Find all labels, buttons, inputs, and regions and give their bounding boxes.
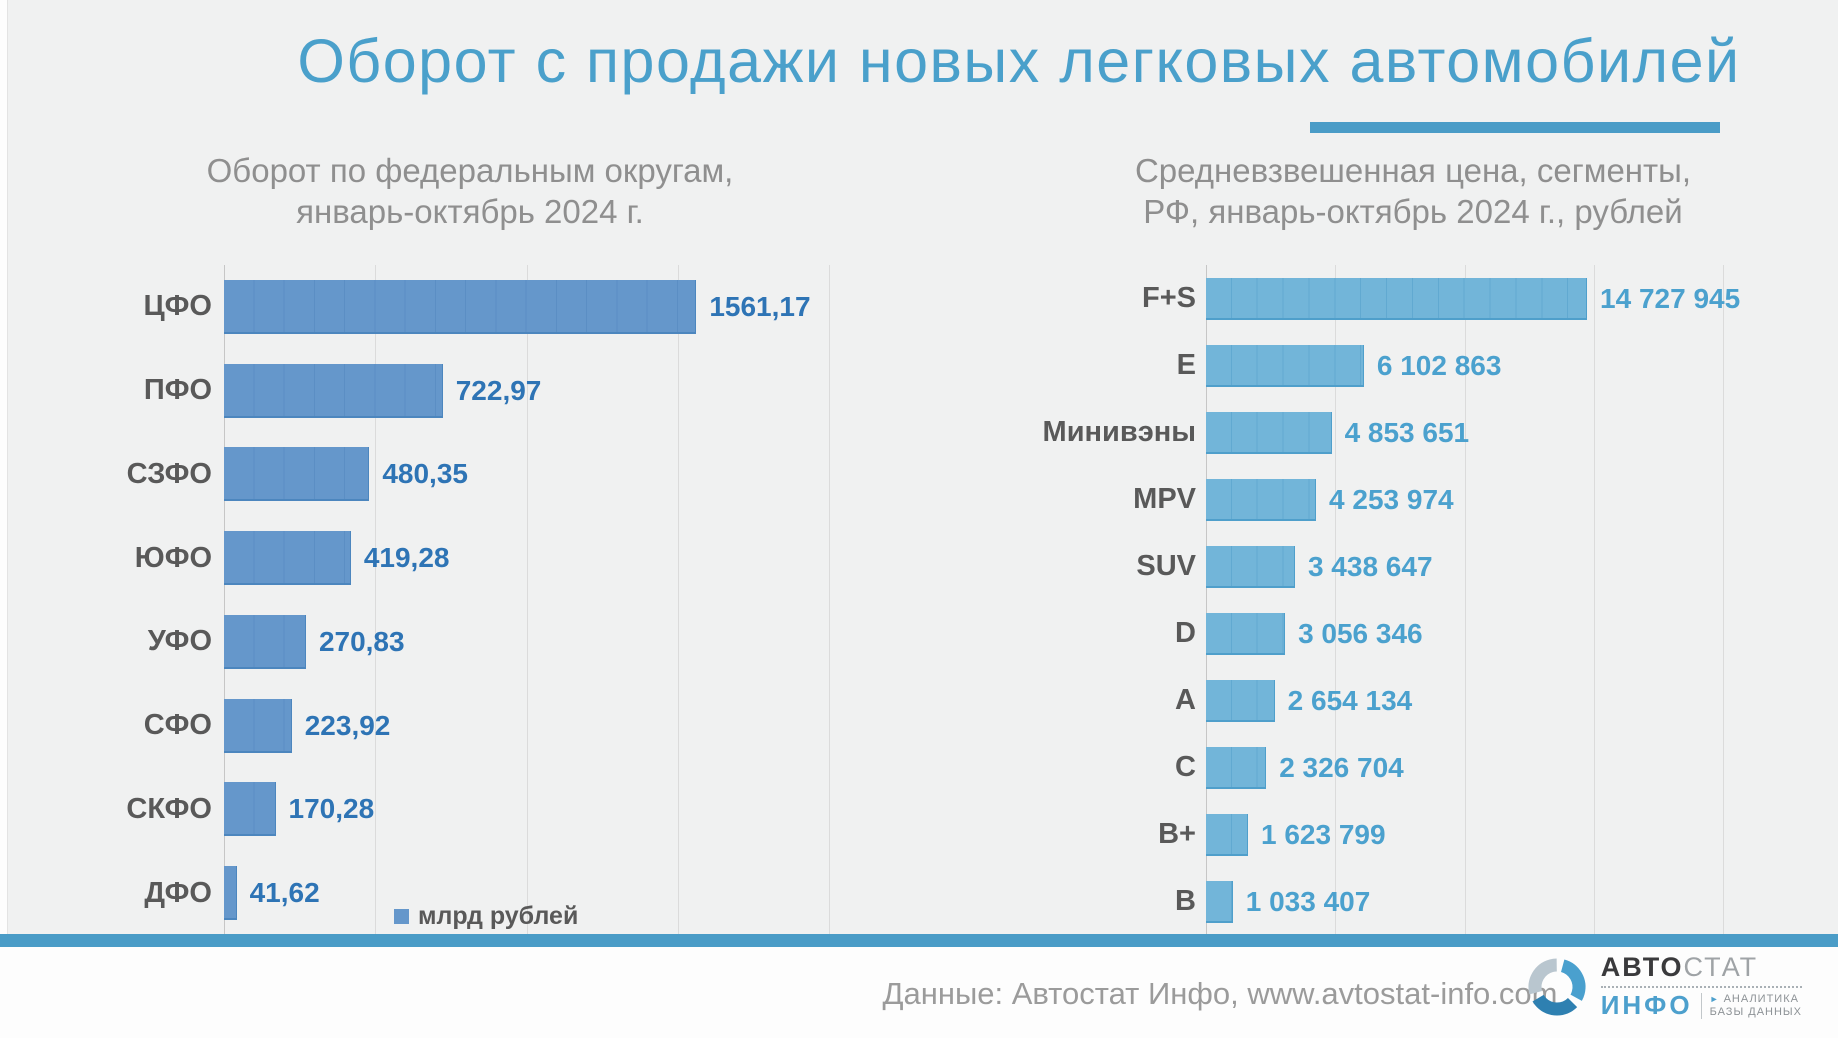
logo-info: ИНФО — [1600, 990, 1693, 1020]
logo-triangle-icon: ► — [1709, 993, 1720, 1004]
bar — [1206, 277, 1588, 320]
bar — [1206, 813, 1248, 856]
bottom-divider-bar — [0, 934, 1838, 947]
bar — [224, 698, 292, 753]
bar — [224, 866, 237, 921]
bar — [224, 363, 443, 418]
bar — [1206, 411, 1332, 454]
bar — [1206, 746, 1267, 789]
category-label: E — [1176, 349, 1196, 381]
bar — [1206, 478, 1317, 521]
left-chart-legend: млрд рублей — [394, 902, 578, 931]
value-label: 2 654 134 — [1287, 684, 1413, 716]
category-label: СКФО — [126, 792, 212, 825]
logo-tagline-line1: ► АНАЛИТИКА — [1710, 993, 1802, 1006]
left-chart-plot-area: 1561,17 722,97 480,35 419,28 270,83 223,92 170… — [224, 265, 935, 942]
category-label: MPV — [1133, 483, 1196, 515]
bar — [1206, 880, 1233, 923]
gridline — [1335, 265, 1337, 935]
bar — [1206, 344, 1364, 387]
category-label: B — [1175, 885, 1196, 917]
category-label: B+ — [1158, 818, 1196, 850]
category-label: SUV — [1136, 550, 1196, 582]
value-label: 14 727 945 — [1600, 282, 1741, 314]
category-label: СЗФО — [126, 457, 212, 490]
left-chart-title: Оборот по федеральным округам, январь-ок… — [60, 150, 880, 232]
logo-tagline-line2: БАЗЫ ДАННЫХ — [1709, 1005, 1802, 1018]
value-label: 3 438 647 — [1307, 550, 1433, 582]
legend-label: млрд рублей — [418, 902, 579, 930]
logo-brand-bottom: ИНФО ► АНАЛИТИКА БАЗЫ ДАННЫХ — [1601, 990, 1802, 1021]
left-chart-title-line1: Оборот по федеральным округам, — [206, 152, 734, 189]
gridline — [375, 265, 377, 935]
category-label: C — [1175, 751, 1196, 783]
value-label: 722,97 — [455, 374, 542, 406]
value-axis-line — [224, 265, 225, 935]
logo-vertical-divider — [1700, 992, 1702, 1019]
gridline — [1464, 265, 1466, 935]
logo-stat: СТАТ — [1683, 952, 1759, 982]
value-label: 419,28 — [363, 542, 450, 574]
value-label: 6 102 863 — [1376, 349, 1502, 381]
category-label: ПФО — [143, 374, 212, 407]
logo-swirl-icon — [1528, 958, 1586, 1015]
logo-avto: АВТО — [1600, 952, 1684, 982]
logo-dotted-divider — [1600, 986, 1802, 988]
category-label: СФО — [143, 709, 212, 742]
left-chart-title-line2: январь-октябрь 2024 г. — [296, 193, 644, 230]
value-axis-line — [1206, 265, 1207, 935]
title-underline-bar — [1310, 122, 1720, 133]
value-label: 270,83 — [318, 625, 405, 657]
logo-brand-top: АВТОСТАТ — [1601, 952, 1802, 983]
value-label: 480,35 — [382, 458, 468, 490]
right-chart-title-line1: Средневзвешенная цена, сегменты, — [1134, 152, 1692, 189]
category-label: F+S — [1142, 282, 1196, 314]
right-chart-plot-area: 14 727 945 6 102 863 4 853 651 4 253 974 3 4… — [1206, 265, 1770, 942]
value-label: 223,92 — [304, 709, 391, 741]
value-label: 170,28 — [288, 793, 375, 825]
data-source-text: Данные: Автостат Инфо, www.avtostat-info… — [882, 976, 1558, 1011]
avtostat-info-logo: АВТОСТАТ ИНФО ► АНАЛИТИКА БАЗЫ ДАННЫХ — [1525, 952, 1802, 1021]
bar — [224, 782, 276, 837]
gridline — [526, 265, 528, 935]
gridline — [829, 265, 831, 935]
category-label: ДФО — [144, 876, 212, 909]
bar — [1206, 545, 1295, 588]
bar — [224, 531, 351, 586]
legend-swatch — [394, 909, 409, 924]
logo-tagline: ► АНАЛИТИКА БАЗЫ ДАННЫХ — [1710, 993, 1802, 1019]
bar — [1206, 679, 1275, 722]
slide-left-edge — [0, 0, 8, 1038]
value-label: 41,62 — [249, 877, 320, 909]
category-label: УФО — [147, 625, 212, 658]
bar — [224, 447, 370, 502]
logo-tagline-analytics: АНАЛИТИКА — [1723, 992, 1799, 1005]
value-label: 1 033 407 — [1245, 885, 1371, 917]
value-label: 4 253 974 — [1329, 483, 1454, 515]
gridline — [1723, 265, 1725, 935]
right-chart-category-axis: F+S E Минивэны MPV SUV D A C B+ B — [964, 265, 1196, 935]
gridline — [1594, 265, 1596, 935]
gridline — [677, 265, 679, 935]
value-label: 4 853 651 — [1344, 416, 1470, 448]
value-label: 1561,17 — [709, 290, 811, 322]
value-label: 1 623 799 — [1261, 818, 1386, 850]
value-label: 2 326 704 — [1279, 751, 1404, 783]
page-title: Оборот с продажи новых легковых автомоби… — [297, 27, 1741, 95]
right-chart-title: Средневзвешенная цена, сегменты, РФ, янв… — [1030, 150, 1796, 232]
logo-text: АВТОСТАТ ИНФО ► АНАЛИТИКА БАЗЫ ДАННЫХ — [1600, 952, 1802, 1021]
category-label: D — [1175, 617, 1196, 649]
category-label: Минивэны — [1042, 416, 1196, 448]
bar — [1206, 612, 1286, 655]
left-chart-category-axis: ЦФО ПФО СЗФО ЮФО УФО СФО СКФО ДФО — [0, 265, 212, 935]
category-label: A — [1175, 684, 1196, 716]
value-label: 3 056 346 — [1298, 617, 1423, 649]
bar — [224, 279, 697, 334]
bar — [224, 614, 306, 669]
category-label: ЮФО — [134, 541, 212, 574]
category-label: ЦФО — [143, 290, 213, 323]
right-chart-title-line2: РФ, январь-октябрь 2024 г., рублей — [1143, 193, 1683, 230]
